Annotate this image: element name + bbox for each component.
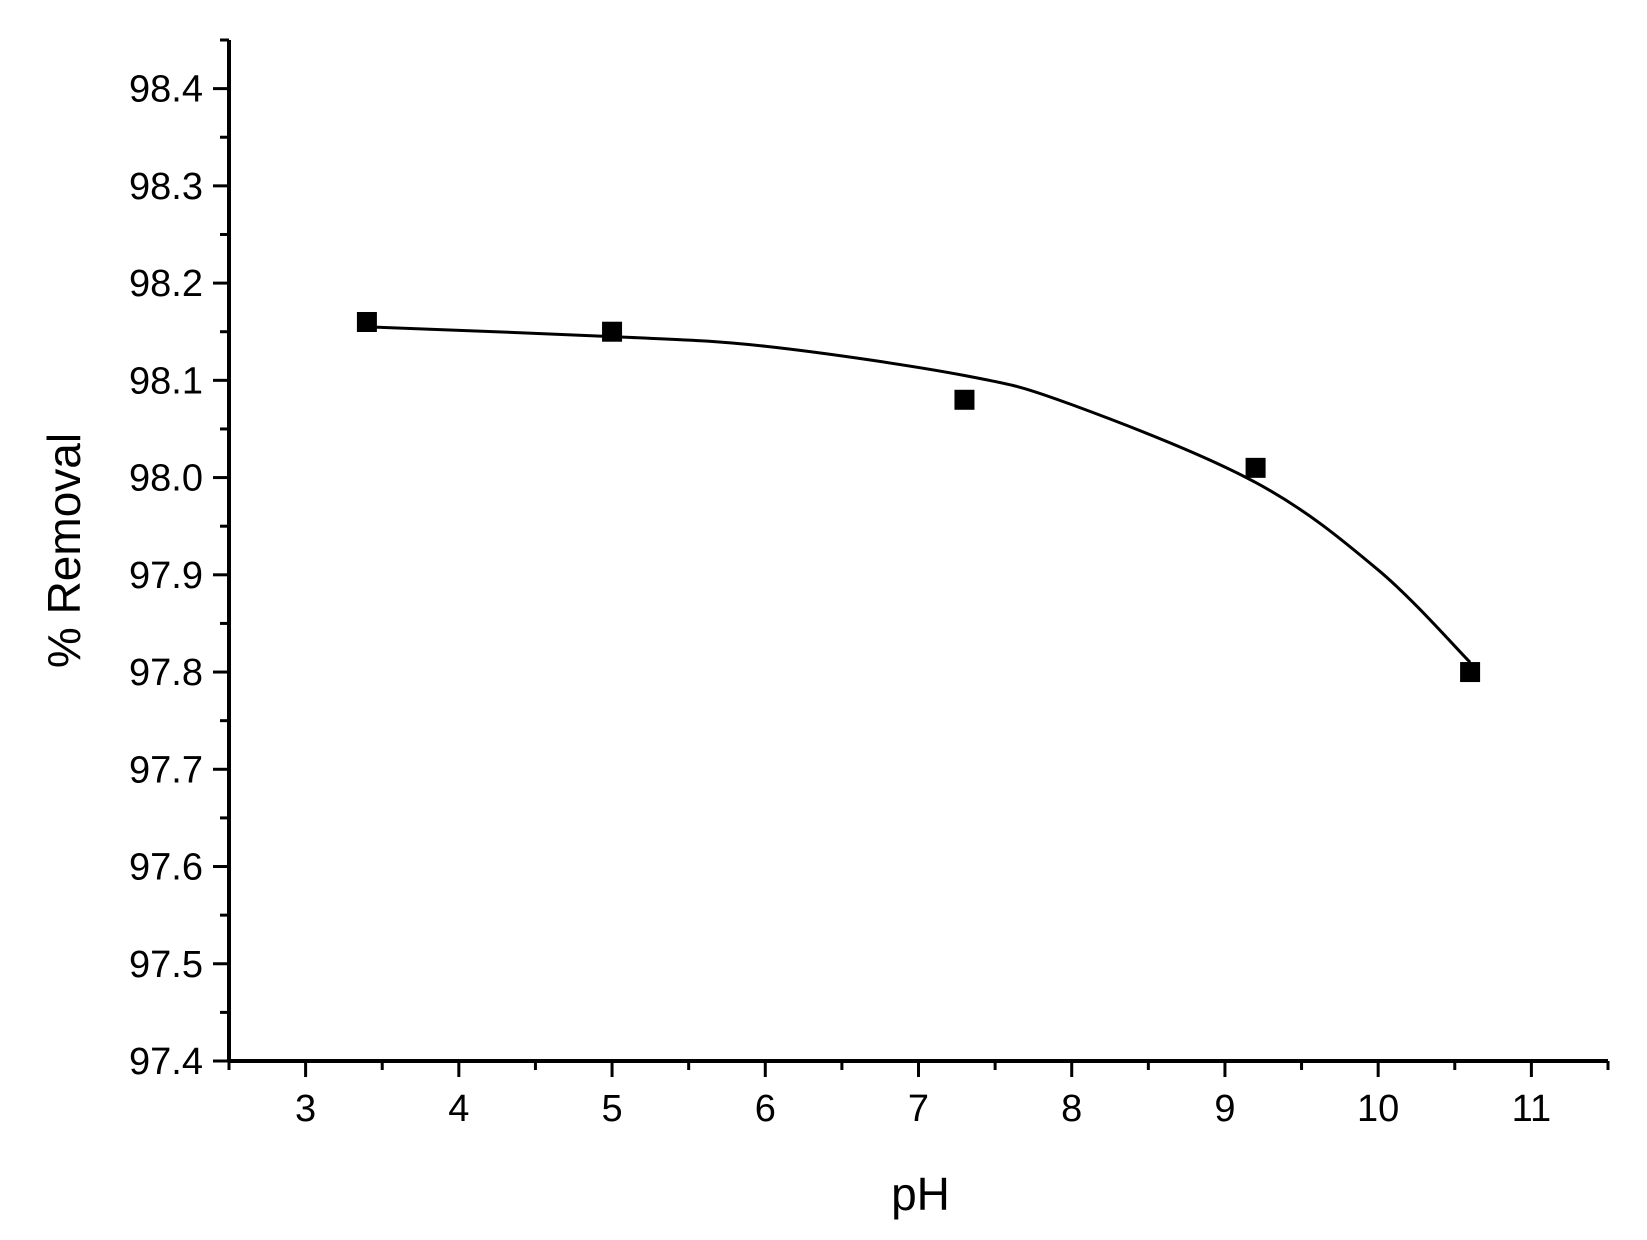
x-axis-title: pH: [891, 1168, 950, 1220]
y-tick-label: 97.6: [129, 847, 203, 889]
data-point: [602, 321, 623, 342]
y-tick-label: 98.1: [129, 360, 203, 402]
y-tick-label: 98.2: [129, 263, 203, 305]
y-tick-label: 97.7: [129, 749, 203, 791]
x-tick-label: 4: [448, 1088, 469, 1130]
y-tick-label: 98.3: [129, 166, 203, 208]
x-tick-label: 5: [601, 1088, 622, 1130]
axes: 97.4 97.5 97.6 97.7 97.8 97.9 98.0 98.1 98.2 98.3…: [129, 38, 1610, 1130]
data-point: [1460, 662, 1481, 683]
x-tick-label: 3: [295, 1088, 316, 1130]
x-tick-label: 11: [1512, 1088, 1551, 1130]
x-tick-label: 7: [908, 1088, 929, 1130]
y-tick-label: 98.4: [129, 69, 203, 111]
data-point: [1245, 457, 1266, 478]
data-point: [356, 311, 377, 332]
y-tick-label: 97.5: [129, 944, 203, 986]
y-tick-label: 97.4: [129, 1041, 203, 1083]
x-tick-label: 6: [755, 1088, 776, 1130]
fit-curve-group: [366, 325, 1472, 664]
fit-curve: [366, 325, 1472, 664]
data-point: [954, 389, 975, 410]
y-axis-title: % Removal: [38, 433, 90, 668]
y-tick-label: 97.9: [129, 555, 203, 597]
x-tick-label: 8: [1061, 1088, 1082, 1130]
x-tick-label: 10: [1357, 1088, 1399, 1130]
y-tick-label: 97.8: [129, 652, 203, 694]
x-tick-label: 9: [1214, 1088, 1235, 1130]
data-points: [356, 311, 1481, 683]
y-tick-label: 98.0: [129, 458, 203, 500]
